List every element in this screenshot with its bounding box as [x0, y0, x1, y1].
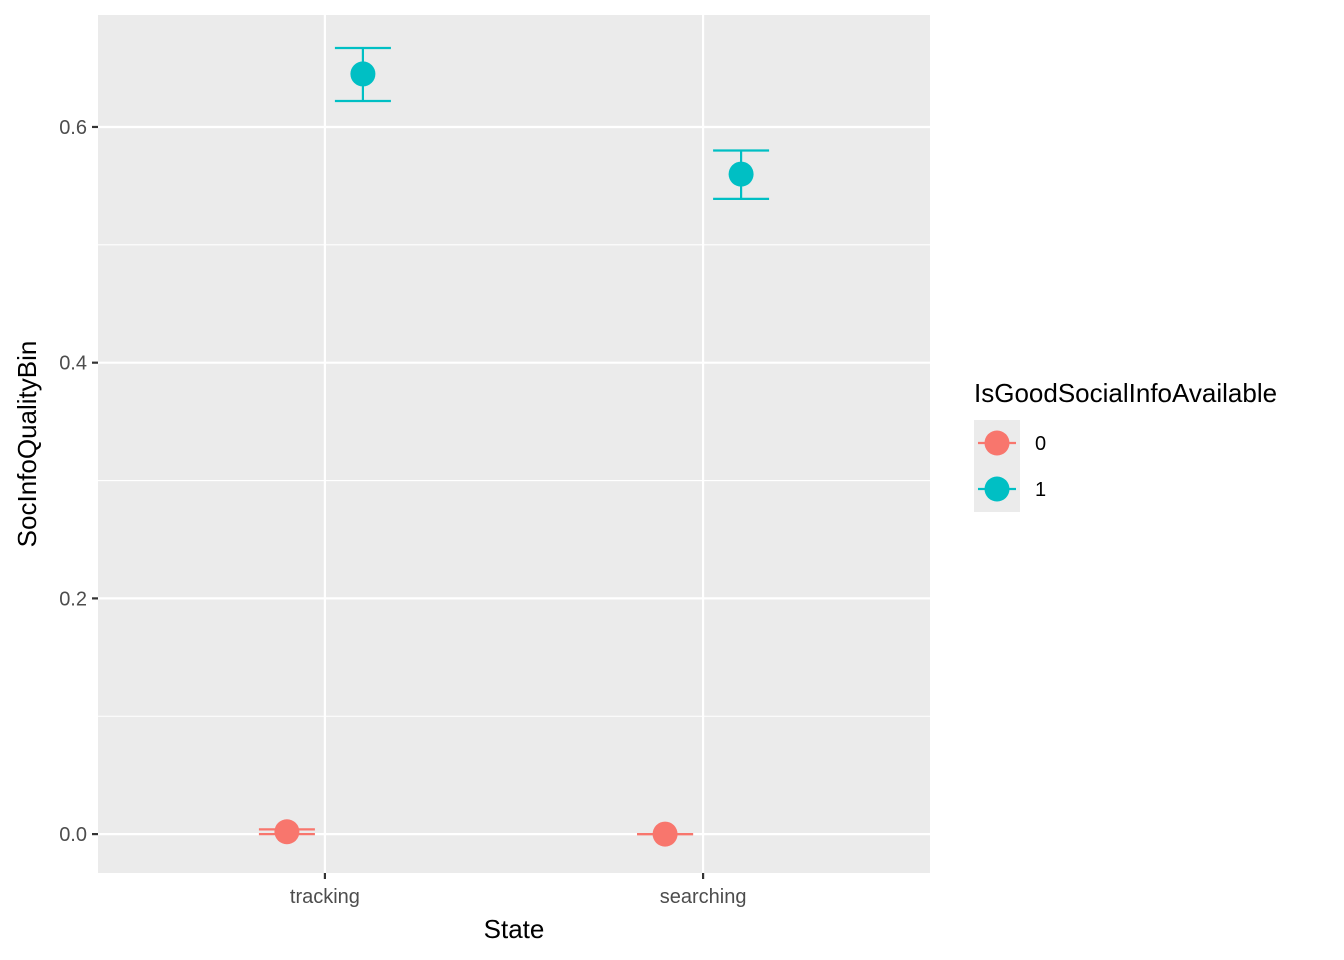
points — [274, 61, 754, 847]
y-tick-label: 0.0 — [59, 824, 87, 846]
data-point — [652, 821, 678, 847]
legend-label: 1 — [1035, 479, 1046, 501]
legend: IsGoodSocialInfoAvailable 0 1 — [974, 378, 1277, 512]
data-point — [350, 61, 376, 87]
y-axis: 0.0 0.2 0.4 0.6 — [59, 117, 98, 846]
y-tick-label: 0.2 — [59, 588, 87, 610]
grid-major — [98, 15, 930, 873]
y-tick-label: 0.4 — [59, 353, 87, 375]
legend-key-point — [984, 430, 1010, 456]
y-tick-label: 0.6 — [59, 117, 87, 139]
grid-minor — [98, 244, 930, 717]
legend-title: IsGoodSocialInfoAvailable — [974, 378, 1277, 408]
panel-background — [98, 15, 930, 873]
x-axis-title: State — [484, 914, 545, 944]
data-point — [274, 819, 300, 845]
x-tick-label: tracking — [290, 886, 360, 908]
x-axis: tracking searching — [290, 873, 747, 908]
data-point — [728, 161, 754, 187]
legend-label: 0 — [1035, 433, 1046, 455]
y-axis-title: SocInfoQualityBin — [12, 341, 42, 548]
legend-key-point — [984, 476, 1010, 502]
x-tick-label: searching — [660, 886, 747, 908]
